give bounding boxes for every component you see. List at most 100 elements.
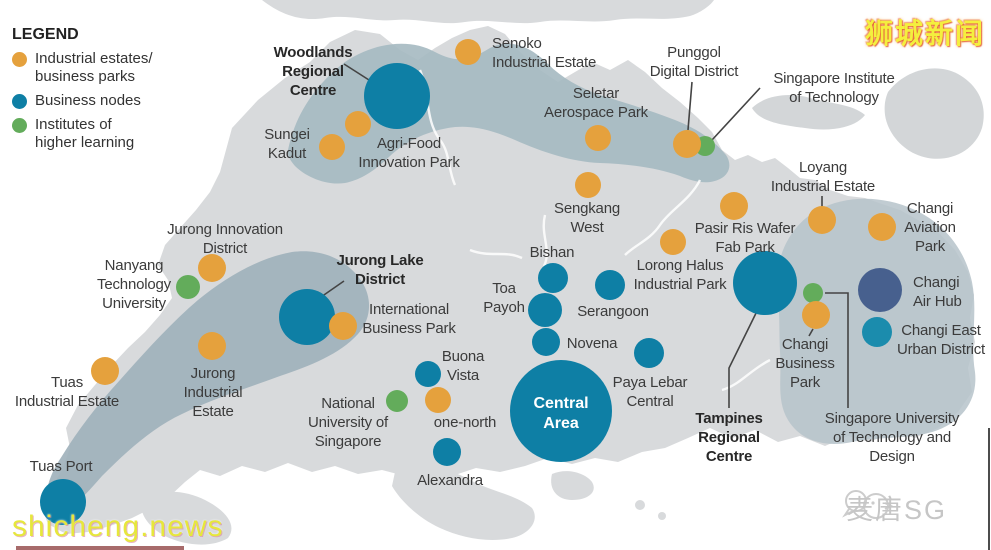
alexandra-dot: [433, 438, 461, 466]
sengkang-west-dot: [575, 172, 601, 198]
sungei-kadut-dot: [319, 134, 345, 160]
changi-business-park-label: Changi Business Park: [775, 335, 835, 391]
woodlands-regional-centre-leader: [343, 63, 370, 81]
tuas-port-label: Tuas Port: [29, 457, 93, 475]
islet-2: [658, 512, 666, 520]
leader-lines: [320, 63, 849, 408]
changi-business-park-leader: [808, 328, 814, 337]
jurong-lake-district-dot: [279, 289, 335, 345]
legend-item-label: Institutes of higher learning: [35, 116, 135, 151]
international-business-park-dot: [329, 312, 357, 340]
pasir-ris-wafer-fab-park-dot: [720, 192, 748, 220]
sengkang-west-label: Sengkang West: [554, 199, 620, 236]
serangoon-dot: [595, 270, 625, 300]
changi-east-urban-district-label: Changi East Urban District: [896, 321, 986, 358]
loyang-industrial-estate-label: Loyang Industrial Estate: [770, 158, 876, 195]
senoko-industrial-estate-label: Senoko Industrial Estate: [492, 34, 597, 71]
changi-aviation-park-label: Changi Aviation Park: [904, 199, 956, 255]
jurong-industrial-estate-dot: [198, 332, 226, 360]
one-north-label: one-north: [433, 413, 497, 431]
legend-item-business: Business nodes: [12, 92, 222, 110]
tuas-industrial-estate-dot: [91, 357, 119, 385]
jurong-industrial-estate-label: Jurong Industrial Estate: [183, 364, 243, 420]
industrial-dot-icon: [12, 52, 27, 67]
changi-east-urban-district-dot: [862, 317, 892, 347]
national-university-of-singapore-dot: [386, 390, 408, 412]
punggol-digital-district-leader: [687, 81, 693, 131]
agri-food-innovation-park-dot: [345, 111, 371, 137]
senoko-industrial-estate-dot: [455, 39, 481, 65]
paya-lebar-central-label: Paya Lebar Central: [612, 373, 688, 410]
tampines-regional-centre-label: Tampines Regional Centre: [695, 409, 763, 465]
changi-business-park-dot: [802, 301, 830, 329]
agri-food-innovation-park-label: Agri-Food Innovation Park: [358, 134, 460, 171]
alexandra-label: Alexandra: [417, 471, 483, 489]
tampines-regional-centre-leader: [728, 302, 762, 408]
island-tekong: [884, 68, 984, 159]
island-southwest: [141, 491, 232, 545]
singapore-university-of-technology-and-design-leader: [825, 292, 849, 408]
national-university-of-singapore-label: National University of Singapore: [308, 394, 388, 450]
location-dots: [40, 39, 902, 525]
sungei-kadut-label: Sungei Kadut: [264, 125, 310, 162]
woodlands-regional-centre-dot: [364, 63, 430, 129]
punggol-digital-district-label: Punggol Digital District: [649, 43, 739, 80]
legend-title: LEGEND: [12, 26, 79, 43]
changi-air-hub-dot: [858, 268, 902, 312]
bottom-accent-bar: [16, 546, 184, 550]
loyang-industrial-estate-dot: [808, 206, 836, 234]
punggol-digital-district-dot: [673, 130, 701, 158]
business-dot-icon: [12, 94, 27, 109]
legend-item-label: Business nodes: [35, 92, 141, 109]
bishan-label: Bishan: [529, 243, 575, 261]
central-area-dot: [510, 360, 612, 462]
watermark-top-right: 狮城新闻: [864, 18, 985, 49]
legend-items: Industrial estates/ business parks Busine…: [12, 50, 222, 152]
jurong-lake-district-label: Jurong Lake District: [336, 251, 424, 288]
lorong-halus-industrial-park-dot: [660, 229, 686, 255]
chick-logo: [842, 490, 894, 519]
singapore-university-of-technology-and-design-label: Singapore University of Technology and D…: [824, 409, 960, 465]
central-area-label: Central Area: [533, 395, 589, 432]
bishan-dot: [538, 263, 568, 293]
singapore-institute-of-technology-label: Singapore Institute of Technology: [773, 69, 895, 106]
singapore-institute-of-technology-leader: [711, 87, 761, 141]
jurong-innovation-district-label: Jurong Innovation District: [167, 220, 283, 257]
nanyang-technology-university-label: Nanyang Technology University: [97, 256, 171, 312]
novena-label: Novena: [566, 334, 618, 352]
singapore-university-of-technology-and-design-dot: [803, 283, 823, 303]
international-business-park-label: International Business Park: [362, 300, 456, 337]
legend: LEGEND Industrial estates/ business park…: [12, 26, 222, 152]
tuas-industrial-estate-label: Tuas Industrial Estate: [14, 373, 120, 410]
jurong-lake-district-leader: [320, 280, 345, 298]
novena-dot: [532, 328, 560, 356]
woodlands-regional-centre-label: Woodlands Regional Centre: [273, 43, 353, 99]
toa-payoh-dot: [528, 293, 562, 327]
legend-item-industrial: Industrial estates/ business parks: [12, 50, 222, 86]
seletar-aerospace-park-label: Seletar Aerospace Park: [544, 84, 648, 121]
watermark-bottom-left: shicheng.news: [12, 510, 224, 543]
one-north-dot: [425, 387, 451, 413]
paya-lebar-central-dot: [634, 338, 664, 368]
johor-coast-strip: [262, 0, 714, 24]
island-jurong: [392, 466, 535, 540]
serangoon-label: Serangoon: [577, 302, 649, 320]
tampines-regional-centre-dot: [733, 251, 797, 315]
buona-vista-label: Buona Vista: [441, 347, 485, 384]
island-ubin: [752, 95, 865, 130]
watermark-bottom-right-text: 麦唐SG: [846, 495, 948, 525]
pasir-ris-wafer-fab-park-label: Pasir Ris Wafer Fab Park: [694, 219, 796, 256]
nanyang-technology-university-dot: [176, 275, 200, 299]
seletar-aerospace-park-dot: [585, 125, 611, 151]
legend-item-institute: Institutes of higher learning: [12, 116, 222, 152]
island-sentosa: [551, 471, 594, 500]
changi-aviation-park-dot: [868, 213, 896, 241]
islet-1: [635, 500, 645, 510]
institute-dot-icon: [12, 118, 27, 133]
legend-item-label: Industrial estates/ business parks: [35, 50, 153, 85]
watermark-bottom-right: 麦唐SG: [846, 488, 947, 527]
jurong-innovation-district-dot: [198, 254, 226, 282]
tuas-port-dot: [40, 479, 86, 525]
